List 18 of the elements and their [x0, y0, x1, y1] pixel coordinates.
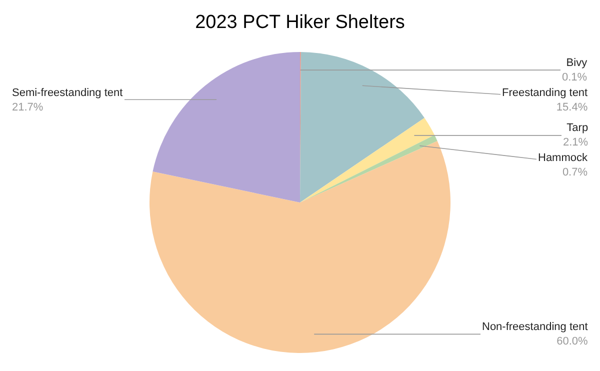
data-label: 15.4%: [556, 101, 588, 114]
data-label: 0.1%: [562, 71, 588, 84]
chart-title: 2023 PCT Hiker Shelters: [195, 12, 405, 34]
slice-label: Non-freestanding tent: [482, 321, 588, 333]
slice-label: Tarp: [566, 122, 588, 134]
pie-slice: [300, 52, 424, 202]
data-label: 60.0%: [556, 335, 588, 348]
data-label: 0.7%: [562, 166, 588, 178]
slice-label: Semi-freestanding tent: [12, 87, 123, 99]
pie-slice: [300, 118, 435, 202]
slice-label: Hammock: [538, 152, 588, 164]
slice-label: Bivy: [566, 57, 588, 69]
data-label: 2.1%: [563, 136, 588, 148]
data-label: 21.7%: [12, 101, 44, 114]
slice-label: Freestanding tent: [502, 87, 588, 99]
pie-slice: [150, 141, 450, 353]
pie-slice: [152, 52, 300, 202]
pie-slice: [300, 135, 438, 202]
